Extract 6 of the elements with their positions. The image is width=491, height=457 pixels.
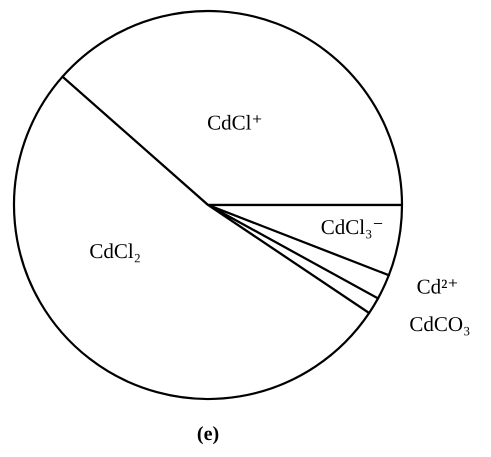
slice-label: CdCl₃⁻ xyxy=(320,215,384,240)
slice-label: CdCO₃ xyxy=(409,312,470,336)
slice-label: Cd²⁺ xyxy=(416,274,458,299)
slice-label: CdCl⁺ xyxy=(207,110,263,134)
slice-label: CdCl₂ xyxy=(89,238,141,263)
text: (e) xyxy=(196,423,220,445)
